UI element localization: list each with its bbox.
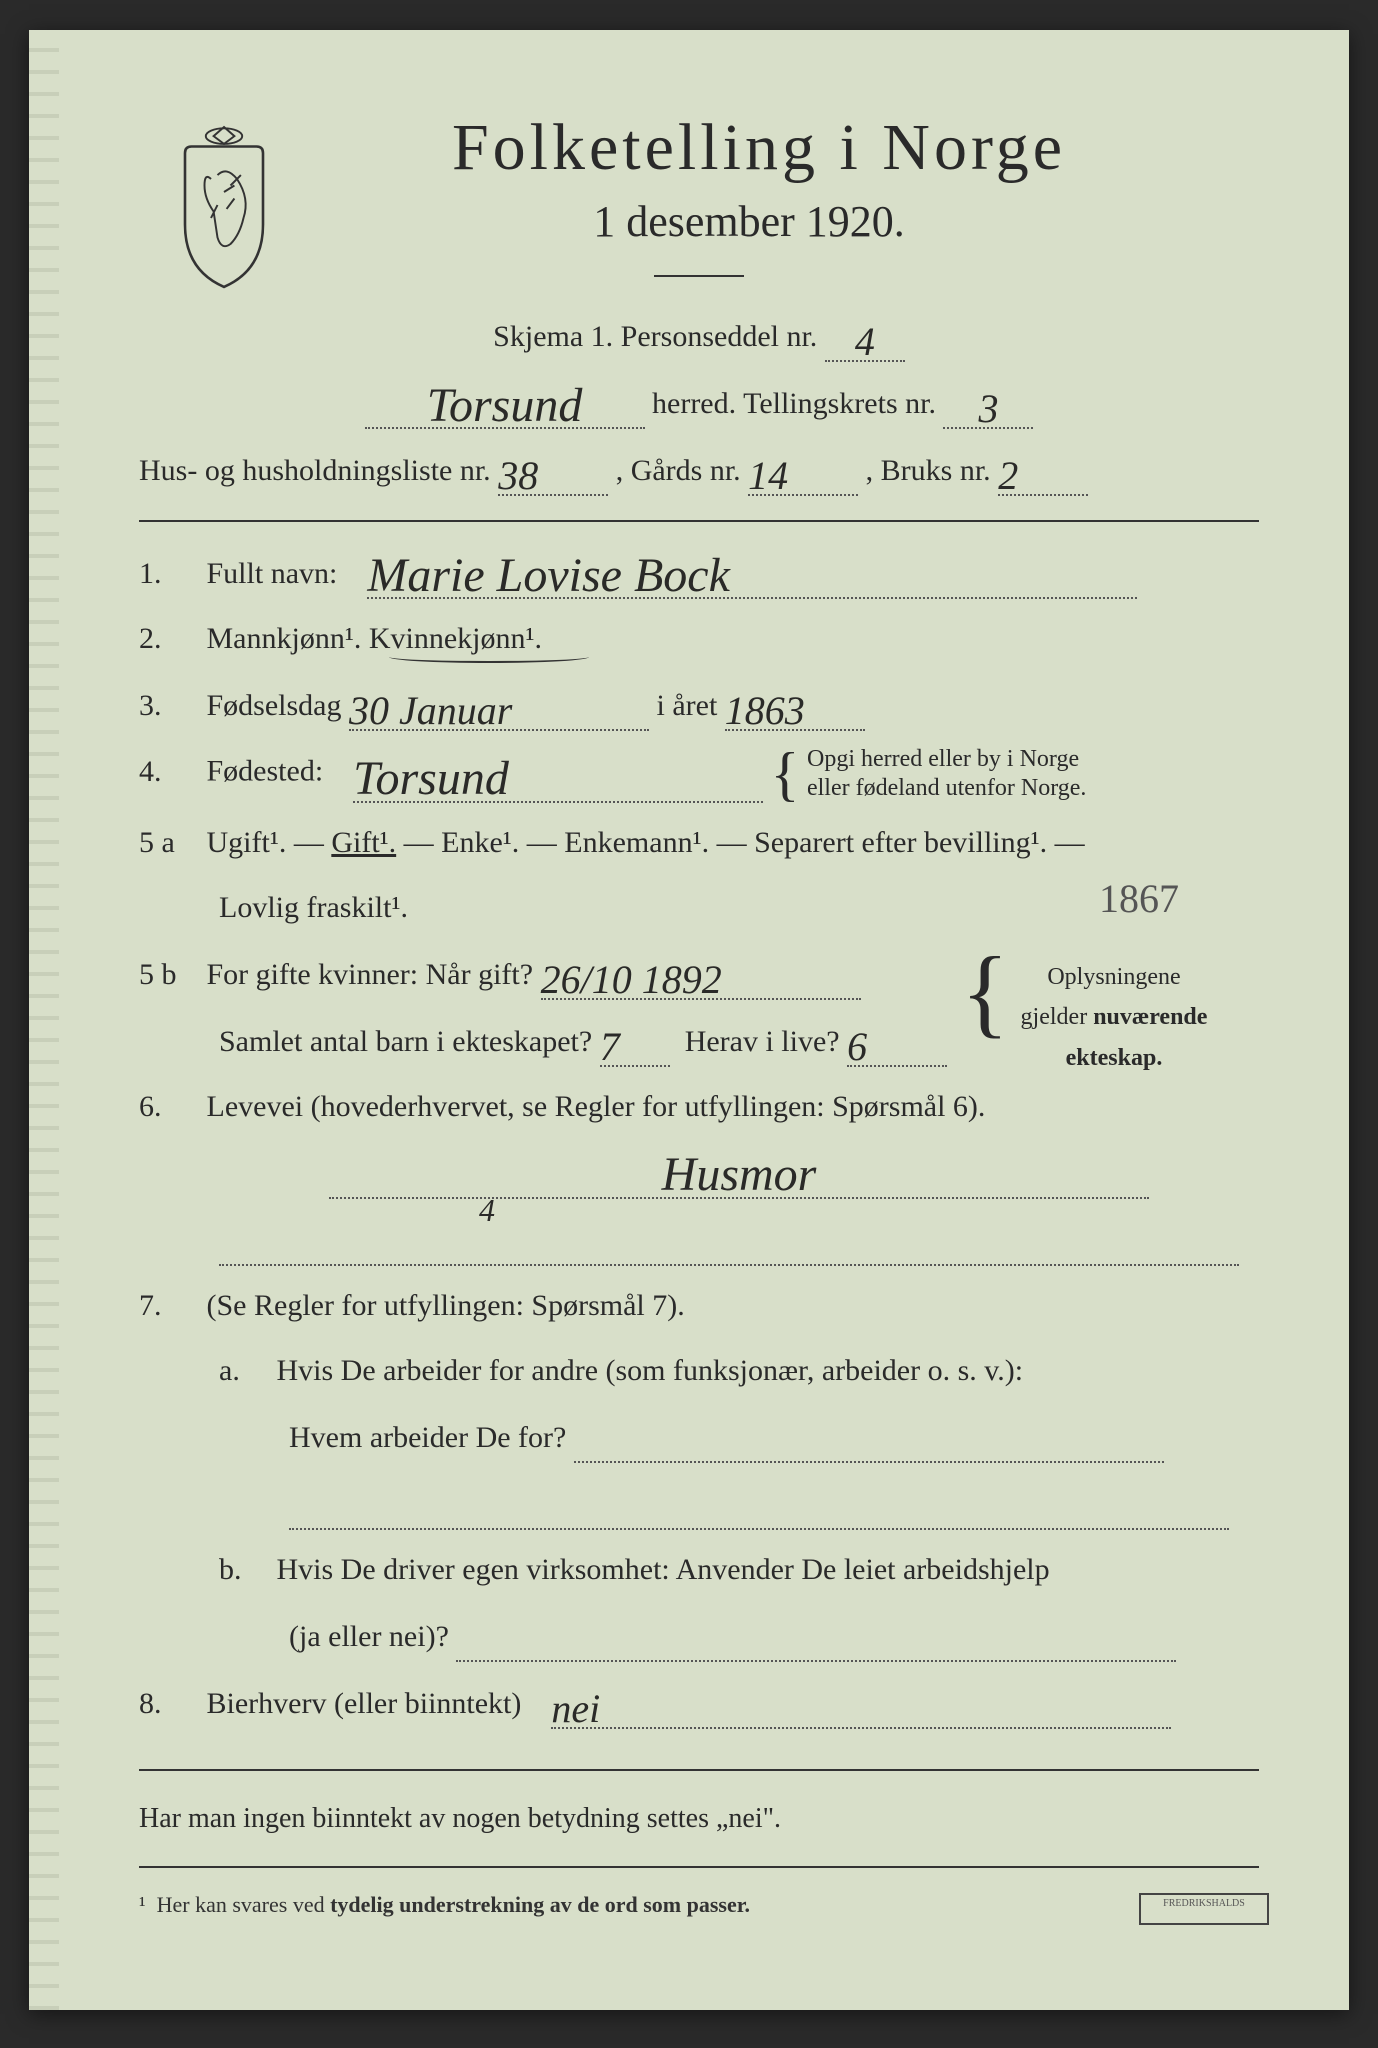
q5b-num: 5 b xyxy=(139,949,199,1000)
q5b-line1: 5 b For gifte kvinner: Når gift? 26/10 1… xyxy=(139,947,1259,1000)
coat-of-arms-icon xyxy=(159,120,289,290)
q3-num: 3. xyxy=(139,680,199,731)
q4-note-2: eller fødeland utenfor Norge. xyxy=(807,775,1086,801)
q7a-label: a. xyxy=(219,1345,269,1396)
q3-mid: i året xyxy=(657,689,718,722)
q1-label: Fullt navn: xyxy=(207,557,338,590)
gards-nr: 14 xyxy=(748,458,788,494)
krets-nr: 3 xyxy=(978,391,998,427)
children-alive: 6 xyxy=(847,1029,867,1065)
q7b-text1: Hvis De driver egen virksomhet: Anvender… xyxy=(277,1553,1050,1586)
personseddel-nr: 4 xyxy=(855,324,875,360)
q7a-text1: Hvis De arbeider for andre (som funksjon… xyxy=(277,1354,1024,1387)
q7b-line2: (ja eller nei)? xyxy=(139,1609,1259,1662)
q7b-label: b. xyxy=(219,1544,269,1595)
bierhverv: nei xyxy=(551,1691,600,1727)
q7a-line2: Hvem arbeider De for? xyxy=(139,1410,1259,1463)
q6-label: Levevei (hovederhvervet, se Regler for u… xyxy=(207,1090,986,1123)
q3-line: 3. Fødselsdag 30 Januar i året 1863 xyxy=(139,678,1259,731)
divider xyxy=(139,1769,1259,1771)
q7a-line1: a. Hvis De arbeider for andre (som funks… xyxy=(139,1345,1259,1396)
married-date: 26/10 1892 xyxy=(541,962,722,998)
q6-blank xyxy=(139,1213,1259,1266)
q8-line: 8. Bierhverv (eller biinntekt) nei xyxy=(139,1676,1259,1729)
herred-value: Torsund xyxy=(427,384,583,427)
divider xyxy=(139,1866,1259,1868)
printer-stamp: FREDRIKSHALDS xyxy=(1139,1893,1269,1925)
bruks-label: , Bruks nr. xyxy=(866,454,991,487)
hushold-line: Hus- og husholdningsliste nr. 38 , Gårds… xyxy=(139,443,1259,496)
herred-label: herred. Tellingskrets nr. xyxy=(652,387,936,420)
q4-line: 4. Fødested: Torsund { Opgi herred eller… xyxy=(139,745,1259,803)
q5b-label2: Samlet antal barn i ekteskapet? xyxy=(219,1025,592,1058)
q7-label: (Se Regler for utfyllingen: Spørsmål 7). xyxy=(207,1289,685,1322)
q2-line: 2. Mannkjønn¹. Kvinnekjønn¹. xyxy=(139,613,1259,664)
birth-year: 1863 xyxy=(725,693,805,729)
footer-line: Har man ingen biinntekt av nogen betydni… xyxy=(139,1795,1259,1843)
footnote-text: ¹ Her kan svares ved tydelig understrekn… xyxy=(139,1892,750,1917)
q5a-text: Ugift¹. — Gift¹. — Enke¹. — Enkemann¹. —… xyxy=(207,826,1085,859)
census-form-page: Folketelling i Norge 1 desember 1920. Sk… xyxy=(29,30,1349,2010)
q5a-line2: Lovlig fraskilt¹. xyxy=(139,882,1259,933)
children-total: 7 xyxy=(600,1029,620,1065)
q5a-text2: Lovlig fraskilt¹. xyxy=(219,891,408,924)
q5a-line: 5 a Ugift¹. — Gift¹. — Enke¹. — Enkemann… xyxy=(139,817,1259,868)
footnote: ¹ Her kan svares ved tydelig understrekn… xyxy=(139,1892,1259,1918)
q6-value-line: Husmor 4 xyxy=(139,1146,1259,1199)
q1-line: 1. Fullt navn: Marie Lovise Bock xyxy=(139,546,1259,599)
brace-icon: { xyxy=(771,741,800,807)
q3-label: Fødselsdag xyxy=(207,689,342,722)
q7-num: 7. xyxy=(139,1280,199,1331)
q7b-text2: (ja eller nei)? xyxy=(289,1620,449,1653)
schema-line: Skjema 1. Personseddel nr. 4 xyxy=(139,309,1259,362)
schema-label: Skjema 1. Personseddel nr. xyxy=(493,320,817,353)
q5b-label1: For gifte kvinner: Når gift? xyxy=(207,958,534,991)
bruks-nr: 2 xyxy=(998,458,1018,494)
q6-num: 6. xyxy=(139,1081,199,1132)
divider xyxy=(139,520,1259,522)
subtitle: 1 desember 1920. xyxy=(239,196,1259,247)
occupation: Husmor xyxy=(662,1153,817,1196)
header: Folketelling i Norge 1 desember 1920. xyxy=(139,110,1259,277)
q5a-num: 5 a xyxy=(139,817,199,868)
birth-day: 30 Januar xyxy=(349,693,512,729)
q4-num: 4. xyxy=(139,746,199,797)
footer-text: Har man ingen biinntekt av nogen betydni… xyxy=(139,1803,781,1834)
main-title: Folketelling i Norge xyxy=(259,110,1259,186)
gards-label: , Gårds nr. xyxy=(616,454,741,487)
q7-line: 7. (Se Regler for utfyllingen: Spørsmål … xyxy=(139,1280,1259,1331)
underline-mark xyxy=(389,651,589,663)
q8-num: 8. xyxy=(139,1678,199,1729)
q7a-blank xyxy=(139,1477,1259,1530)
full-name: Marie Lovise Bock xyxy=(367,554,730,597)
hushold-label: Hus- og husholdningsliste nr. xyxy=(139,454,491,487)
q5b-label3: Herav i live? xyxy=(685,1025,840,1058)
herred-line: Torsund herred. Tellingskrets nr. 3 xyxy=(139,376,1259,429)
q5b-note1: Oplysningene xyxy=(1047,964,1180,990)
q7b-line1: b. Hvis De driver egen virksomhet: Anven… xyxy=(139,1544,1259,1595)
divider xyxy=(654,275,744,277)
q4-note: Opgi herred eller by i Norge eller fødel… xyxy=(807,745,1086,803)
hus-nr: 38 xyxy=(498,458,538,494)
q6-line: 6. Levevei (hovederhvervet, se Regler fo… xyxy=(139,1081,1259,1132)
q5b-line2: Samlet antal barn i ekteskapet? 7 Herav … xyxy=(139,1014,1259,1067)
q4-label: Fødested: xyxy=(207,755,324,788)
q7a-text2: Hvem arbeider De for? xyxy=(289,1421,566,1454)
q1-num: 1. xyxy=(139,548,199,599)
q4-note-1: Opgi herred eller by i Norge xyxy=(807,746,1079,772)
q8-label: Bierhverv (eller biinntekt) xyxy=(207,1687,522,1720)
birthplace: Torsund xyxy=(353,757,509,800)
q2-num: 2. xyxy=(139,613,199,664)
